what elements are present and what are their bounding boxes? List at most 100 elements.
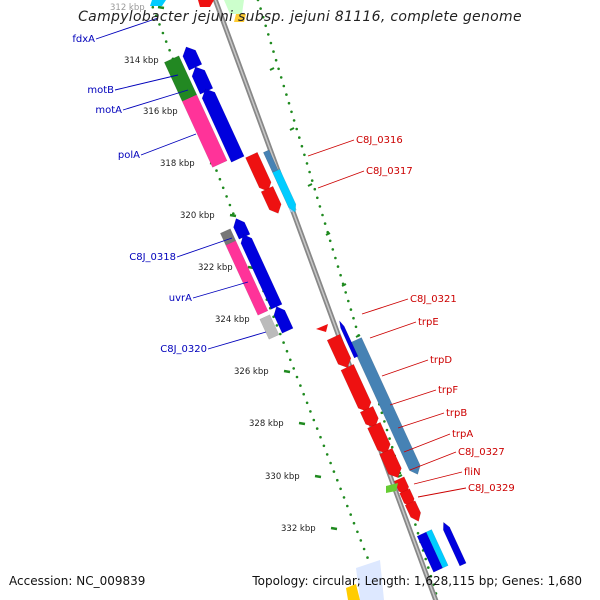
ruler-dot [325,453,329,456]
ruler-dot [336,265,340,268]
ruler-dot [299,384,302,387]
ruler-dot [318,205,322,208]
ruler-tick [157,5,165,10]
gene-label-text: C8J_0318 [129,252,176,263]
gene-label-text: uvrA [169,293,192,304]
right-gene-label: C8J_0321 [361,294,457,315]
gene-bottom-pale [356,560,384,600]
left-gene-label: motA [95,89,189,116]
gene-label-text: C8J_0316 [356,135,403,146]
ruler-tick [355,334,361,338]
ruler-dot [388,437,391,440]
left-gene-label: motB [87,74,179,96]
callout-line [114,74,179,91]
ruler-dot [295,127,299,131]
ruler-dot [362,547,366,551]
partial-gene-top-red [198,0,214,7]
right-gene-label: trpE [369,317,439,339]
gene-label-text: motA [95,105,122,116]
gene-trpD-box [340,363,372,412]
gene-label-text: fliN [464,467,481,478]
partial-gene-top-green [224,0,244,14]
gene-trpE-box [326,333,352,368]
callout-line [417,487,467,498]
ruler-dot [289,358,292,362]
callout-line [95,17,159,40]
ruler-label: 326 kbp [234,367,269,377]
ruler-dot [316,196,319,200]
gene-label-text: C8J_0321 [410,294,457,305]
ruler-dot [312,418,316,422]
ruler-dot [380,411,384,415]
callout-line [397,412,445,429]
gene-bottom-yellow [346,584,360,600]
right-gene-label: C8J_0327 [409,447,505,471]
left-gene-label: polA [118,133,197,161]
ruler-dot [349,513,353,516]
ruler-dot [282,84,286,88]
ruler-dot [303,153,306,157]
gene-label-text: trpF [438,385,458,396]
ruler-dot [228,203,232,207]
ruler-dot [292,119,296,122]
left-gene-label: C8J_0318 [129,237,233,263]
left-gene-label: uvrA [169,281,249,304]
ruler-tick [325,232,331,236]
ruler-dot [279,332,282,336]
ruler-dots-right [256,0,438,595]
ruler-dot [331,248,335,251]
right-gene-label: C8J_0329 [417,483,515,498]
gene-label-text: fdxA [72,34,95,45]
ruler-dot [416,531,420,535]
ruler-tick [341,283,347,287]
ruler-dot [336,478,339,482]
right-gene-label: fliN [413,467,481,485]
ruler-label: 322 kbp [198,263,233,273]
callout-line [369,321,417,339]
gene-label-text: C8J_0329 [468,483,515,494]
ruler-dot [282,341,285,344]
gene-fwd-6 [273,306,294,334]
callout-line [122,89,189,111]
ruler-dot [359,539,363,542]
ruler-label: 328 kbp [249,419,284,429]
ruler-dot [424,557,428,561]
gene-label-text: trpB [446,408,467,419]
callout-line [381,359,429,377]
ruler-dot [339,273,342,277]
gene-label-text: trpA [452,429,473,440]
right-gene-label: trpF [389,385,458,406]
callout-line [403,433,451,453]
ruler-label: 330 kbp [265,472,300,482]
gene-trpA-box [379,447,402,478]
genome-backbone-highlight [214,0,437,600]
gene-trpF-box [359,405,379,428]
gene-steel-1 [263,149,279,173]
callout-line [409,451,457,471]
ruler-dot [168,48,171,52]
gene-fwd-7 [339,319,359,359]
ruler-tick [397,474,403,478]
ruler-dot [272,315,275,319]
gene-label-text: C8J_0327 [458,447,505,458]
ruler-dot [256,0,260,2]
ruler-dot [383,420,386,423]
ruler-dot [154,14,158,18]
callout-line [389,389,437,406]
ruler-tick [314,474,322,479]
ruler-dot [346,504,349,508]
ruler-dot [342,496,346,499]
callout-line [140,133,197,156]
ruler-dot [274,58,278,62]
right-gene-label: trpA [403,429,473,453]
ruler-dot [290,110,293,114]
left-gene-label: fdxA [72,17,159,45]
ruler-label: 324 kbp [215,315,250,325]
gene-C8J-0317-box [260,185,282,214]
ruler-dot [414,523,417,526]
right-gene-label: C8J_0317 [317,166,413,189]
ruler-dot [261,15,265,19]
gene-label-text: trpD [430,355,452,366]
ruler-tick [229,213,237,218]
gene-trpB-box [367,421,391,454]
